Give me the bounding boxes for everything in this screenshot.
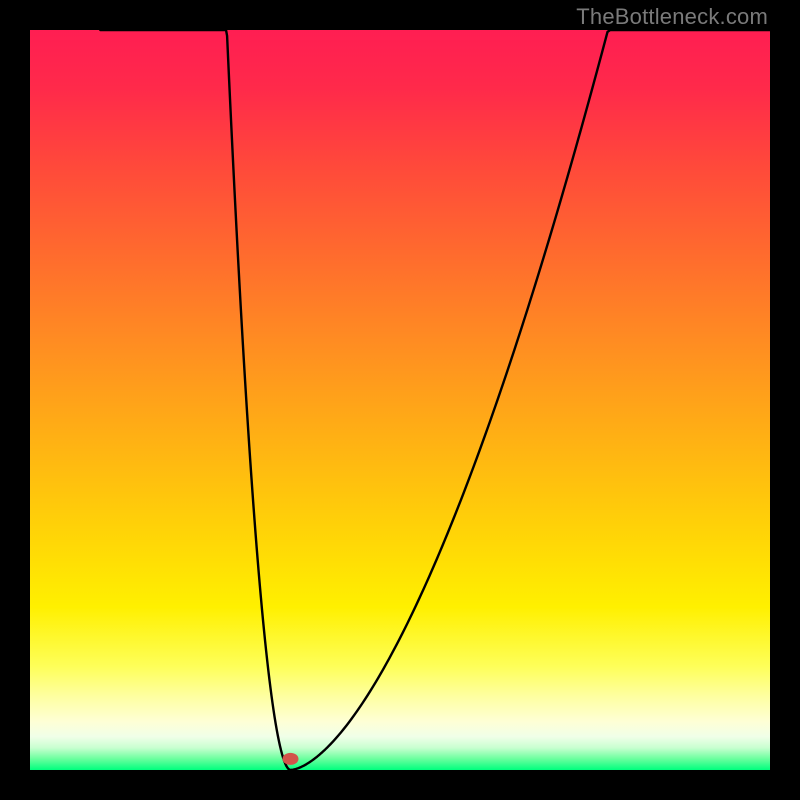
watermark-text: TheBottleneck.com	[576, 4, 768, 30]
gradient-background	[30, 30, 770, 770]
plot-area	[30, 30, 770, 770]
optimal-point-marker	[282, 753, 298, 765]
chart-frame: TheBottleneck.com	[0, 0, 800, 800]
bottleneck-chart	[30, 30, 770, 770]
